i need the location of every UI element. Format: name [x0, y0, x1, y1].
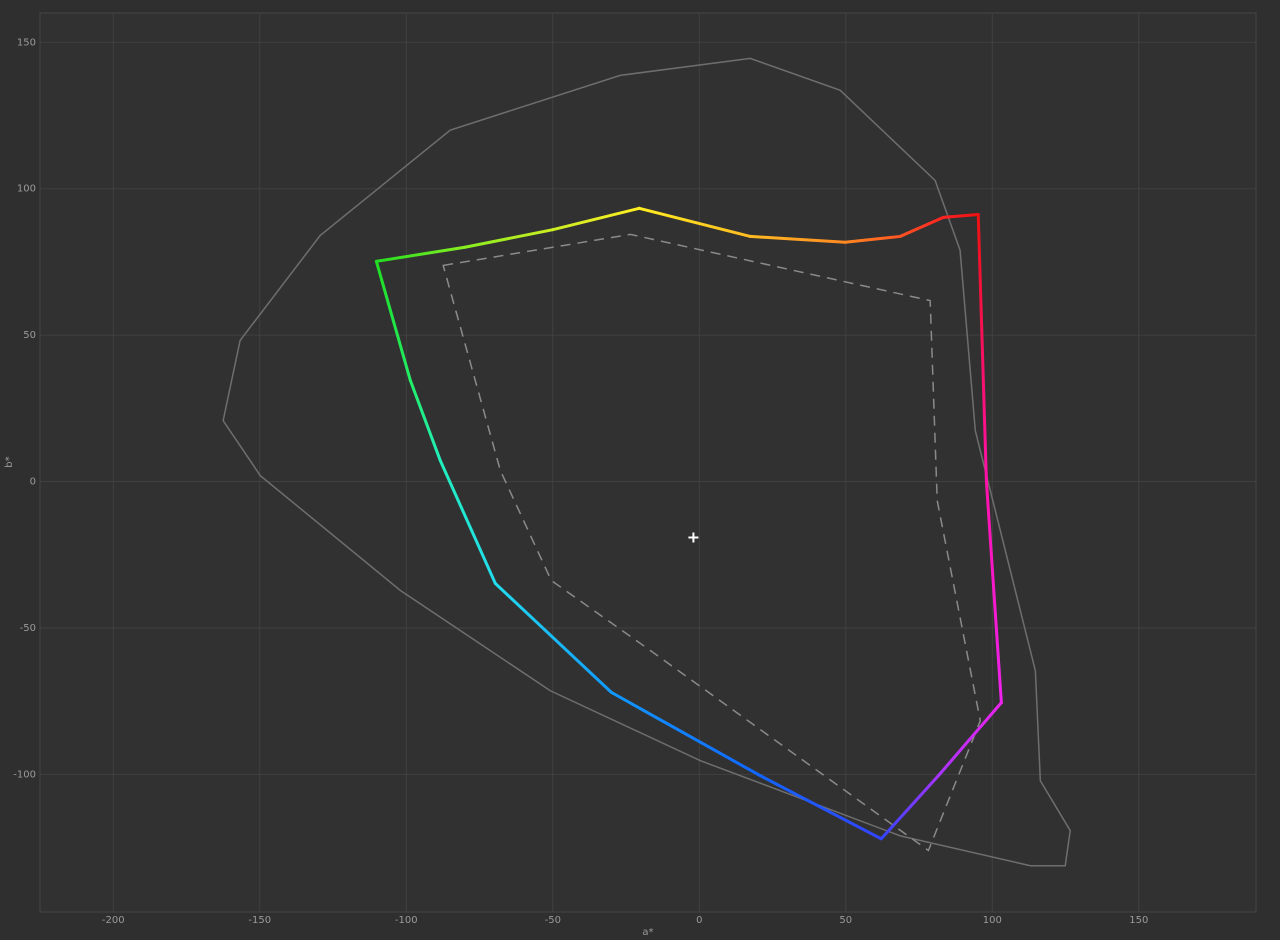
gamut-edge	[941, 212, 980, 219]
gamut-edge	[493, 581, 613, 694]
gamut-edge	[756, 772, 883, 841]
y-tick-label: -100	[13, 769, 36, 780]
x-axis-label: a*	[642, 927, 653, 938]
gamut-edge	[843, 234, 902, 244]
gamut-edge	[463, 228, 555, 249]
gamut-edge	[976, 212, 988, 484]
y-axis-label: b*	[4, 456, 15, 467]
y-tick-label: 50	[23, 330, 36, 341]
gamut-outline	[222, 57, 1072, 867]
gamut-edge	[408, 379, 442, 462]
x-tick-label: -50	[545, 915, 561, 926]
y-tick-label: 100	[17, 184, 36, 195]
gamut-edge	[898, 215, 945, 238]
x-tick-label: 100	[983, 915, 1002, 926]
gamut-edge	[984, 480, 1003, 705]
gamut-edge	[938, 701, 1003, 776]
y-tick-label: 0	[30, 477, 36, 488]
plot-area	[39, 12, 1257, 913]
x-tick-label: -150	[248, 915, 271, 926]
x-tick-label: 0	[696, 915, 702, 926]
y-tick-label: 150	[17, 37, 36, 48]
gamut-edge	[551, 206, 641, 232]
gamut-edge	[879, 772, 942, 841]
gamut-edge	[374, 259, 412, 383]
gamut-edge	[374, 245, 467, 263]
x-tick-label: 50	[839, 915, 852, 926]
x-tick-label: -100	[395, 915, 418, 926]
white-point	[688, 532, 699, 543]
gamut-edge	[748, 234, 847, 244]
y-tick-label: -50	[20, 623, 36, 634]
gamut-edge	[609, 690, 760, 776]
gamut-edge	[438, 458, 497, 585]
gamut-outline	[442, 233, 982, 852]
gamut-edge	[637, 206, 752, 238]
x-tick-label: -200	[102, 915, 125, 926]
x-tick-label: 150	[1129, 915, 1148, 926]
